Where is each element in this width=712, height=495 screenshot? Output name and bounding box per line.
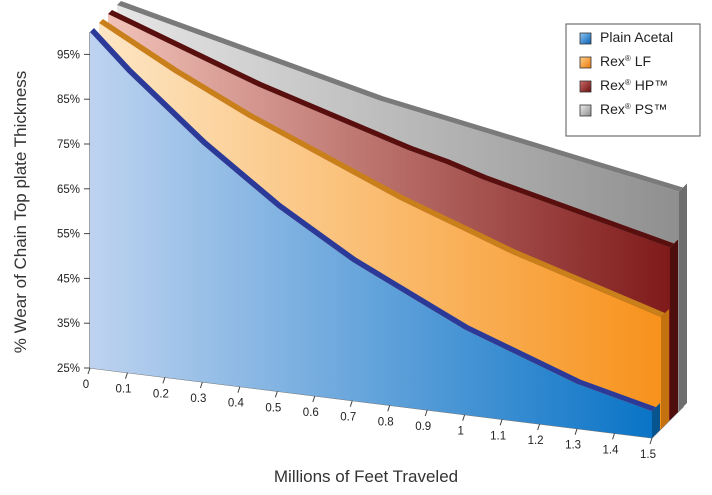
- series-side-3: [679, 183, 687, 411]
- y-tick-label: 35%: [57, 318, 80, 330]
- x-tick-label: 0.7: [340, 412, 356, 424]
- x-tick-mark: [424, 409, 428, 417]
- x-tick-mark: [199, 381, 203, 389]
- y-tick-label: 55%: [57, 229, 80, 241]
- x-tick-label: 1: [457, 426, 463, 438]
- x-tick-mark: [274, 391, 278, 398]
- x-tick-mark: [462, 414, 466, 421]
- series-side-1: [661, 309, 669, 429]
- y-tick-label: 95%: [57, 49, 80, 61]
- legend-label-2: Rex® HP™: [600, 77, 668, 93]
- legend: Plain Acetal Rex® LF Rex® HP™ Rex® PS™: [565, 23, 701, 137]
- x-tick-mark: [124, 372, 128, 379]
- x-tick-label: 1.2: [528, 435, 544, 447]
- x-tick-label: 0.1: [115, 384, 131, 396]
- y-tick-label: 75%: [57, 139, 80, 151]
- x-tick-label: 1.5: [640, 449, 656, 461]
- x-tick-mark: [162, 377, 166, 384]
- legend-swatch-0: [579, 32, 592, 45]
- x-tick-label: 0: [83, 379, 89, 391]
- y-tick-label: 45%: [57, 273, 80, 285]
- series-side-0: [652, 403, 660, 438]
- x-tick-label: 0.8: [378, 416, 394, 428]
- y-axis-title: % Wear of Chain Top plate Thickness: [11, 71, 30, 354]
- x-tick-mark: [499, 419, 503, 426]
- x-tick-label: 1.3: [565, 440, 581, 452]
- x-tick-mark: [649, 437, 653, 445]
- series-edge-3: [117, 1, 683, 192]
- x-tick-label: 1.4: [603, 444, 620, 456]
- x-tick-label: 0.2: [153, 388, 169, 400]
- legend-swatch-2: [579, 80, 592, 93]
- series-layer: [90, 1, 687, 438]
- x-tick-mark: [387, 405, 391, 412]
- x-tick-mark: [237, 386, 241, 393]
- series-side-2: [670, 239, 678, 420]
- legend-swatch-3: [579, 104, 592, 117]
- x-axis-title: Millions of Feet Traveled: [274, 467, 458, 486]
- x-tick-label: 0.6: [303, 407, 319, 419]
- y-tick-label: 65%: [57, 184, 80, 196]
- x-tick-label: 0.5: [265, 402, 281, 414]
- y-tick-label: 85%: [57, 94, 80, 106]
- x-tick-label: 0.9: [415, 421, 431, 433]
- x-tick-mark: [574, 428, 578, 435]
- legend-label-3: Rex® PS™: [600, 101, 667, 117]
- legend-label-1: Rex® LF: [600, 53, 651, 69]
- x-tick-label: 1.1: [490, 430, 506, 442]
- legend-swatch-1: [579, 56, 592, 69]
- x-tick-label: 0.4: [228, 398, 245, 410]
- tick-labels: 25% 35% 45% 55% 65% 75% 85% 95% 0 0.1 0.2 0.3 0.4 0.5…: [57, 49, 656, 461]
- x-tick-mark: [349, 400, 353, 407]
- series-area-0: [90, 32, 652, 438]
- x-tick-label: 0.3: [190, 393, 206, 405]
- series-edge-2: [108, 10, 674, 248]
- x-tick-mark: [312, 395, 316, 403]
- legend-label-0: Plain Acetal: [600, 29, 673, 45]
- x-tick-mark: [87, 367, 91, 375]
- x-tick-mark: [537, 423, 541, 431]
- y-tick-label: 25%: [57, 363, 80, 375]
- x-tick-mark: [612, 433, 616, 440]
